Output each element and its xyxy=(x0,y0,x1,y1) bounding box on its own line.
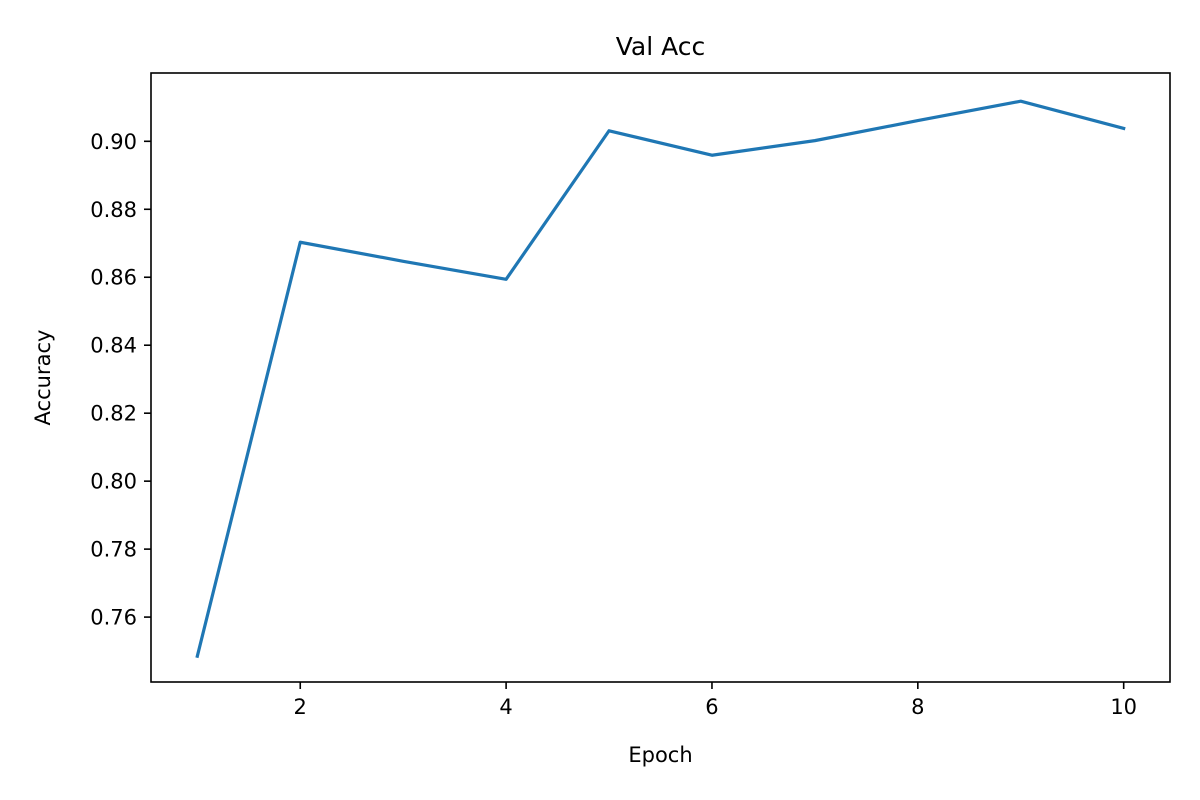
x-axis-label: Epoch xyxy=(628,743,692,767)
series-line-0 xyxy=(195,99,1126,659)
y-axis-ticks: 0.76 0.78 0.80 0.82 0.84 0.86 0.88 0.90 xyxy=(90,130,151,630)
x-tick-label: 2 xyxy=(294,695,307,719)
chart-title: Val Acc xyxy=(616,32,706,61)
y-tick-label: 0.90 xyxy=(90,130,137,154)
x-tick-label: 4 xyxy=(499,695,512,719)
y-tick-label: 0.76 xyxy=(90,606,137,630)
x-tick-label: 6 xyxy=(705,695,718,719)
x-axis-ticks: 2 4 6 8 10 xyxy=(294,682,1137,719)
plot-area-frame xyxy=(150,72,1171,683)
y-tick-label: 0.82 xyxy=(90,402,137,426)
y-tick-label: 0.84 xyxy=(90,334,137,358)
marks-layer xyxy=(195,99,1126,659)
y-tick-label: 0.80 xyxy=(90,470,137,494)
x-tick-label: 8 xyxy=(911,695,924,719)
x-tick-label: 10 xyxy=(1110,695,1137,719)
y-tick-label: 0.86 xyxy=(90,266,137,290)
y-tick-label: 0.78 xyxy=(90,538,137,562)
y-axis-label: Accuracy xyxy=(31,330,55,426)
y-tick-label: 0.88 xyxy=(90,198,137,222)
